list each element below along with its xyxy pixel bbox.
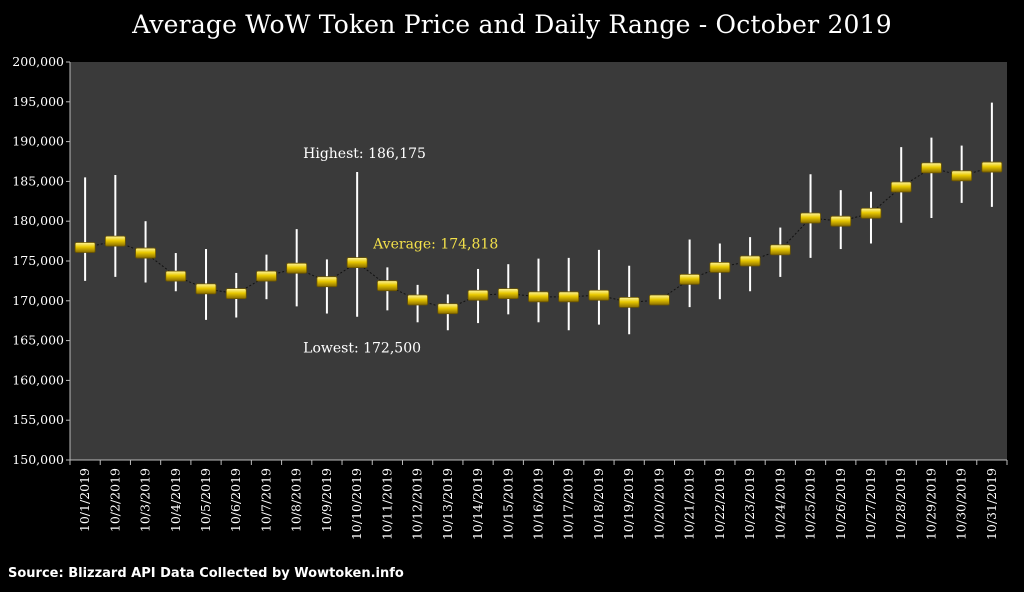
x-tick-label: 10/9/2019 [319, 468, 334, 532]
x-tick-label: 10/18/2019 [591, 468, 606, 540]
y-tick-label: 155,000 [12, 412, 64, 427]
average-marker [497, 288, 519, 300]
y-tick-label: 195,000 [12, 94, 64, 109]
average-marker [769, 244, 791, 256]
y-tick-label: 170,000 [12, 293, 64, 308]
average-marker [316, 276, 338, 288]
x-tick-label: 10/16/2019 [531, 468, 546, 540]
x-tick-label: 10/20/2019 [651, 468, 666, 540]
x-tick-label: 10/15/2019 [500, 468, 515, 540]
average-marker [346, 257, 368, 268]
x-tick-label: 10/19/2019 [621, 468, 636, 540]
y-tick-label: 185,000 [12, 173, 64, 188]
average-marker [437, 303, 459, 315]
average-marker [921, 162, 942, 174]
y-axis: 150,000 155,000 160,000 165,000 170,000 175,0… [12, 54, 71, 467]
x-tick-label: 10/7/2019 [258, 468, 273, 532]
x-tick-label: 10/22/2019 [712, 468, 727, 540]
average-marker [739, 255, 761, 267]
average-marker [195, 283, 217, 295]
annotation-highest: Highest: 186,175 [303, 146, 426, 162]
average-marker [225, 288, 247, 300]
y-tick-label: 165,000 [12, 333, 64, 348]
average-marker [830, 215, 852, 227]
average-marker [558, 291, 580, 303]
x-tick-label: 10/17/2019 [561, 468, 576, 540]
average-marker [618, 296, 640, 308]
y-tick-label: 160,000 [12, 372, 64, 387]
x-tick-label: 10/31/2019 [984, 468, 999, 540]
x-tick-label: 10/5/2019 [198, 468, 213, 532]
annotation-average: Average: 174,818 [372, 237, 498, 253]
x-tick-label: 10/28/2019 [893, 468, 908, 540]
x-axis: 10/1/2019 10/2/2019 10/3/2019 10/4/2019 10/5… [69, 459, 1008, 540]
average-marker [800, 212, 821, 224]
x-tick-label: 10/26/2019 [833, 468, 848, 540]
average-marker [528, 291, 549, 303]
average-marker [860, 207, 882, 219]
average-marker [376, 280, 398, 292]
x-tick-label: 10/1/2019 [77, 468, 92, 532]
x-tick-label: 10/23/2019 [742, 468, 757, 540]
x-tick-label: 10/24/2019 [772, 468, 787, 540]
y-tick-label: 175,000 [12, 253, 64, 268]
average-marker [467, 289, 489, 301]
x-tick-label: 10/3/2019 [138, 468, 153, 532]
average-marker [104, 235, 126, 247]
average-marker [981, 161, 1003, 173]
source-note: Source: Blizzard API Data Collected by W… [8, 566, 404, 581]
average-marker [135, 247, 156, 259]
average-marker [890, 181, 912, 193]
average-marker [709, 261, 731, 273]
y-tick-label: 150,000 [12, 452, 64, 467]
y-tick-label: 190,000 [12, 134, 64, 149]
x-tick-label: 10/8/2019 [289, 468, 304, 532]
x-tick-label: 10/30/2019 [954, 468, 969, 540]
x-tick-label: 10/13/2019 [440, 468, 455, 540]
average-marker [256, 270, 277, 282]
average-marker [951, 170, 973, 182]
x-tick-label: 10/12/2019 [410, 468, 425, 540]
x-tick-label: 10/21/2019 [682, 468, 697, 540]
average-marker [407, 294, 428, 306]
average-marker [74, 242, 96, 253]
average-marker [286, 262, 308, 274]
x-tick-label: 10/6/2019 [228, 468, 243, 532]
average-marker [679, 273, 701, 285]
average-marker [649, 294, 670, 306]
x-tick-label: 10/11/2019 [379, 468, 394, 540]
x-tick-label: 10/10/2019 [349, 468, 364, 540]
x-tick-label: 10/27/2019 [863, 468, 878, 540]
x-tick-label: 10/14/2019 [470, 468, 485, 540]
x-tick-label: 10/2/2019 [107, 468, 122, 532]
chart-title: Average WoW Token Price and Daily Range … [132, 10, 892, 39]
average-marker [588, 289, 610, 301]
average-marker [165, 270, 187, 282]
x-tick-label: 10/25/2019 [803, 468, 818, 540]
y-tick-label: 200,000 [12, 54, 64, 69]
x-tick-label: 10/4/2019 [168, 468, 183, 532]
y-tick-label: 180,000 [12, 213, 64, 228]
annotation-lowest: Lowest: 172,500 [303, 341, 421, 357]
average-markers [74, 161, 1003, 315]
x-tick-label: 10/29/2019 [923, 468, 938, 540]
